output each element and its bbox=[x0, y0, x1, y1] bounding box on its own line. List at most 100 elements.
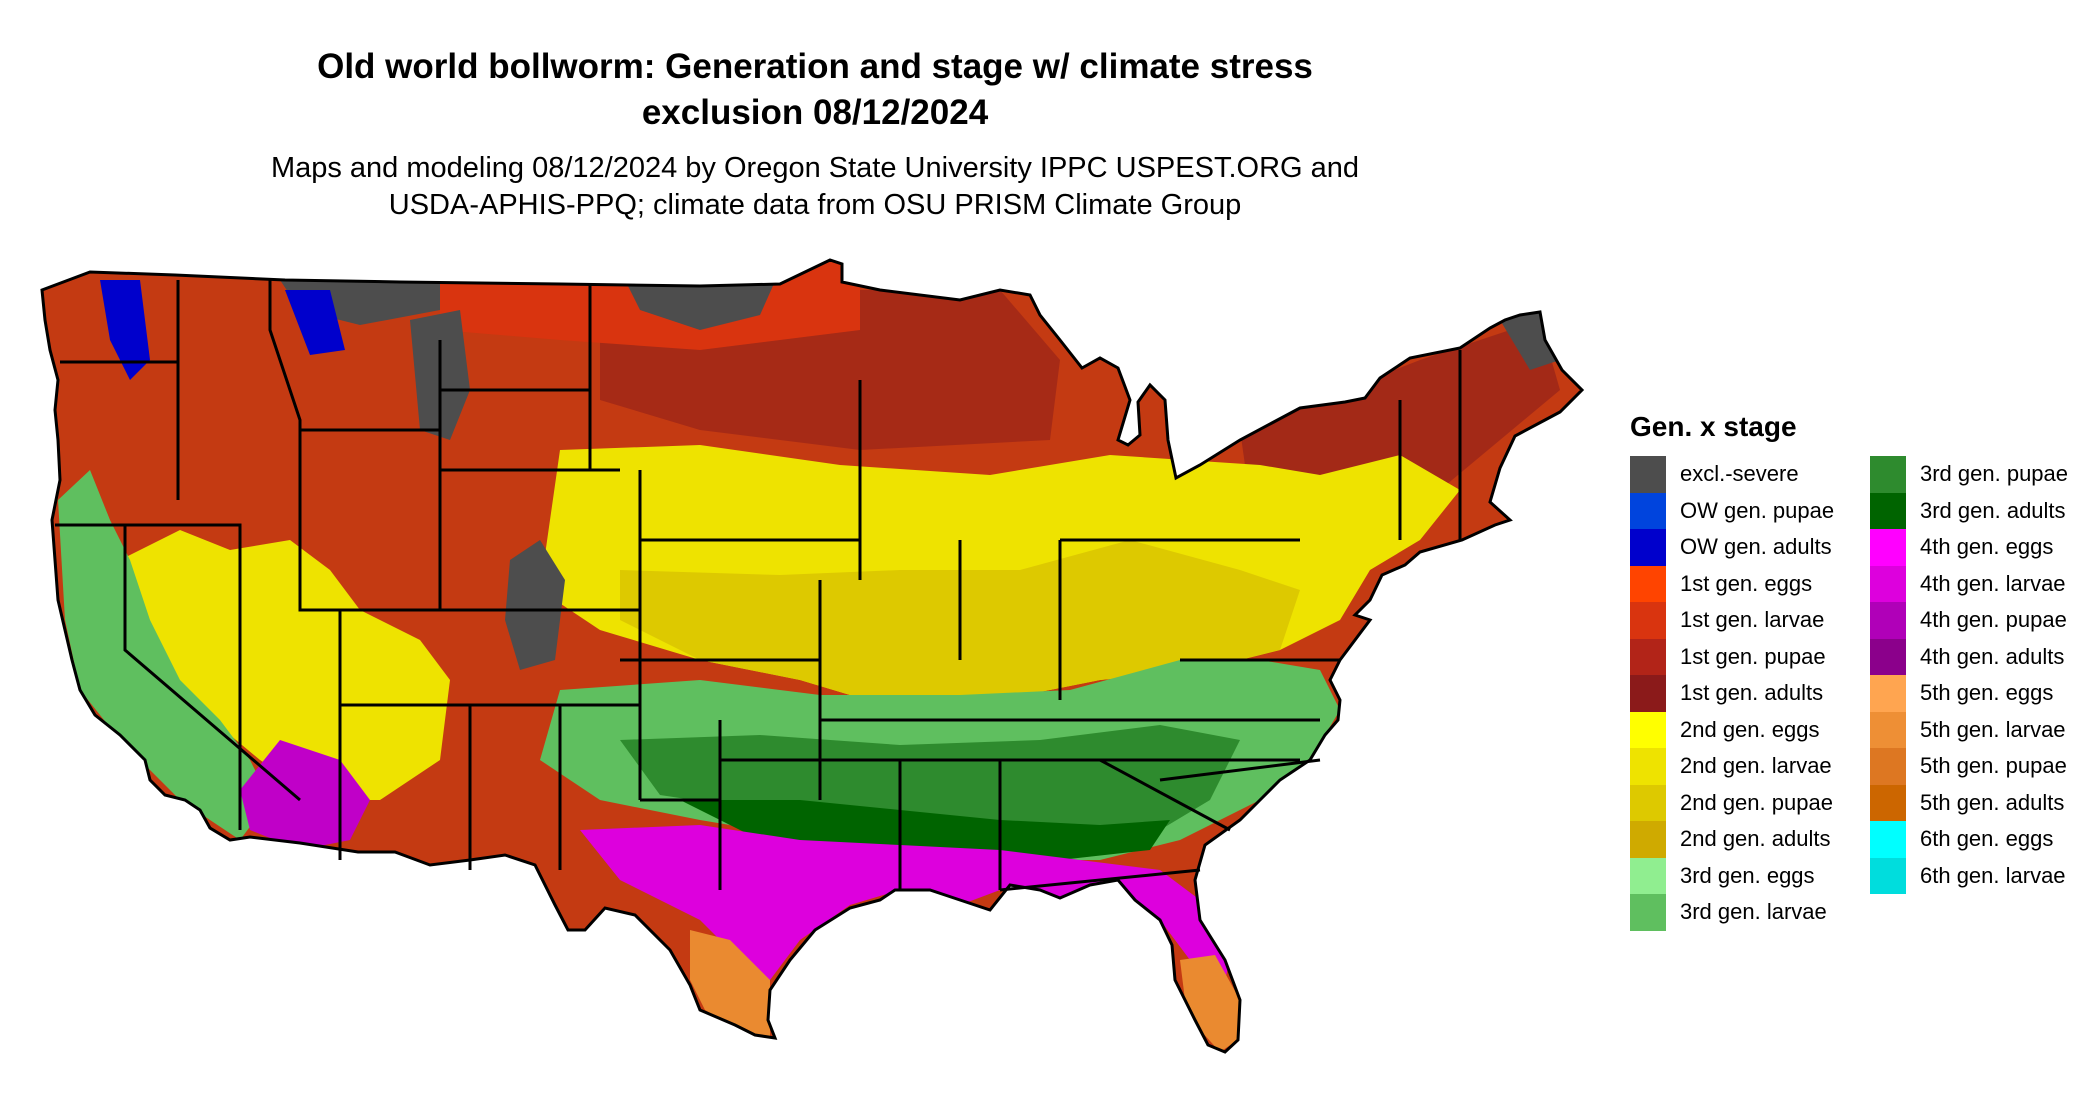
chart-title: Old world bollworm: Generation and stage… bbox=[110, 44, 1520, 136]
state-boundaries bbox=[40, 258, 1584, 1054]
zone-3rd-gen-adults bbox=[680, 800, 1170, 860]
legend-item: OW gen. pupae bbox=[1630, 492, 1860, 529]
legend-item: 4th gen. adults bbox=[1870, 638, 2100, 675]
legend-swatch bbox=[1870, 675, 1906, 712]
legend-item: 1st gen. adults bbox=[1630, 675, 1860, 712]
legend-label: 4th gen. pupae bbox=[1920, 607, 2067, 633]
boundary-georgia-florida bbox=[999, 868, 1201, 892]
legend-columns: excl.-severe OW gen. pupae OW gen. adults 1… bbox=[1630, 456, 2100, 931]
zone-5th-gen-south-florida bbox=[1180, 955, 1240, 1052]
legend-swatch bbox=[1630, 894, 1666, 931]
legend-label: 1st gen. pupae bbox=[1680, 643, 1826, 669]
legend-item: 1st gen. eggs bbox=[1630, 565, 1860, 602]
zone-excluded-colorado bbox=[505, 540, 565, 670]
legend-item: 3rd gen. pupae bbox=[1870, 456, 2100, 493]
legend-swatch bbox=[1630, 638, 1666, 675]
legend-item: 2nd gen. eggs bbox=[1630, 711, 1860, 748]
legend-swatch bbox=[1870, 748, 1906, 785]
legend-swatch bbox=[1870, 638, 1906, 675]
legend-label: 2nd gen. eggs bbox=[1680, 716, 1820, 742]
legend-swatch bbox=[1870, 565, 1906, 602]
legend-item: 2nd gen. adults bbox=[1630, 821, 1860, 858]
legend-item: 5th gen. pupae bbox=[1870, 748, 2100, 785]
legend-swatch bbox=[1630, 565, 1666, 602]
chart-subtitle: Maps and modeling 08/12/2024 by Oregon S… bbox=[110, 150, 1520, 224]
legend-swatch bbox=[1630, 857, 1666, 894]
legend-label: 6th gen. eggs bbox=[1920, 826, 2054, 852]
legend-label: 3rd gen. pupae bbox=[1920, 461, 2069, 487]
legend-label: 1st gen. adults bbox=[1680, 680, 1824, 706]
legend-swatch bbox=[1870, 711, 1906, 748]
legend-swatch bbox=[1630, 711, 1666, 748]
legend-column-1: excl.-severe OW gen. pupae OW gen. adults 1… bbox=[1630, 456, 1860, 931]
zone-ow-adults-cascades bbox=[100, 280, 150, 380]
legend-item: 3rd gen. larvae bbox=[1630, 894, 1860, 931]
subtitle-line-2: USDA-APHIS-PPQ; climate data from OSU PR… bbox=[388, 189, 1242, 221]
boundary-georgia-sc bbox=[1099, 758, 1231, 832]
legend-label: 1st gen. larvae bbox=[1680, 607, 1825, 633]
legend-swatch bbox=[1870, 821, 1906, 858]
legend-label: 5th gen. larvae bbox=[1920, 716, 2066, 742]
legend-swatch bbox=[1870, 784, 1906, 821]
legend-item: 1st gen. larvae bbox=[1630, 602, 1860, 639]
legend-label: 3rd gen. larvae bbox=[1680, 899, 1827, 925]
zone-3rd-gen-california bbox=[58, 470, 270, 840]
legend-label: 1st gen. eggs bbox=[1680, 570, 1813, 596]
legend-item: 6th gen. larvae bbox=[1870, 857, 2100, 894]
legend-label: OW gen. pupae bbox=[1680, 497, 1835, 523]
legend-item: 2nd gen. pupae bbox=[1630, 784, 1860, 821]
legend-swatch bbox=[1630, 529, 1666, 566]
legend-label: 4th gen. larvae bbox=[1920, 570, 2066, 596]
legend-item: 4th gen. pupae bbox=[1870, 602, 2100, 639]
legend-item: 4th gen. eggs bbox=[1870, 529, 2100, 566]
legend-item: 5th gen. eggs bbox=[1870, 675, 2100, 712]
legend-swatch bbox=[1630, 492, 1666, 529]
legend: Gen. x stage excl.-severe OW gen. pupae OW… bbox=[1630, 410, 2100, 931]
legend-title: Gen. x stage bbox=[1630, 411, 1797, 442]
legend-label: 4th gen. adults bbox=[1920, 643, 2065, 669]
legend-item: 4th gen. larvae bbox=[1870, 565, 2100, 602]
legend-swatch bbox=[1870, 857, 1906, 894]
legend-label: 3rd gen. eggs bbox=[1680, 862, 1815, 888]
zone-ow-adults-northern-rockies bbox=[285, 290, 345, 355]
legend-item: 6th gen. eggs bbox=[1870, 821, 2100, 858]
title-line-1: Old world bollworm: Generation and stage… bbox=[317, 47, 1313, 86]
legend-item: 5th gen. adults bbox=[1870, 784, 2100, 821]
legend-item: 3rd gen. eggs bbox=[1630, 857, 1860, 894]
legend-item: OW gen. adults bbox=[1630, 529, 1860, 566]
legend-label: 5th gen. pupae bbox=[1920, 753, 2067, 779]
legend-label: 5th gen. eggs bbox=[1920, 680, 2054, 706]
legend-swatch bbox=[1630, 602, 1666, 639]
us-map bbox=[40, 258, 1584, 1054]
boundary-nc-sc bbox=[1159, 758, 1321, 782]
title-line-2: exclusion 08/12/2024 bbox=[641, 93, 989, 132]
legend-label: 5th gen. adults bbox=[1920, 789, 2065, 815]
legend-label: 2nd gen. pupae bbox=[1680, 789, 1833, 815]
legend-swatch bbox=[1630, 456, 1666, 493]
legend-label: 2nd gen. adults bbox=[1680, 826, 1831, 852]
legend-swatch bbox=[1630, 748, 1666, 785]
zone-2nd-gen-west bbox=[120, 530, 450, 800]
legend-swatch bbox=[1870, 492, 1906, 529]
legend-swatch bbox=[1630, 821, 1666, 858]
subtitle-line-1: Maps and modeling 08/12/2024 by Oregon S… bbox=[270, 152, 1360, 184]
legend-label: excl.-severe bbox=[1680, 461, 1799, 487]
boundary-wyoming bbox=[298, 430, 442, 612]
legend-column-2: 3rd gen. pupae 3rd gen. adults 4th gen. eg… bbox=[1870, 456, 2100, 931]
legend-item: excl.-severe bbox=[1630, 456, 1860, 493]
legend-swatch bbox=[1630, 784, 1666, 821]
boundary-california-nevada bbox=[123, 525, 301, 802]
zone-5th-gen-south-texas bbox=[690, 930, 770, 1040]
legend-item: 2nd gen. larvae bbox=[1630, 748, 1860, 785]
legend-label: OW gen. adults bbox=[1680, 534, 1832, 560]
legend-label: 3rd gen. adults bbox=[1920, 497, 2066, 523]
legend-item: 1st gen. pupae bbox=[1630, 638, 1860, 675]
legend-swatch bbox=[1870, 456, 1906, 493]
legend-swatch bbox=[1870, 602, 1906, 639]
legend-item: 5th gen. larvae bbox=[1870, 711, 2100, 748]
legend-label: 6th gen. larvae bbox=[1920, 862, 2066, 888]
legend-swatch bbox=[1630, 675, 1666, 712]
legend-item: 3rd gen. adults bbox=[1870, 492, 2100, 529]
zone-4th-gen-arizona bbox=[240, 740, 370, 850]
legend-label: 4th gen. eggs bbox=[1920, 534, 2054, 560]
